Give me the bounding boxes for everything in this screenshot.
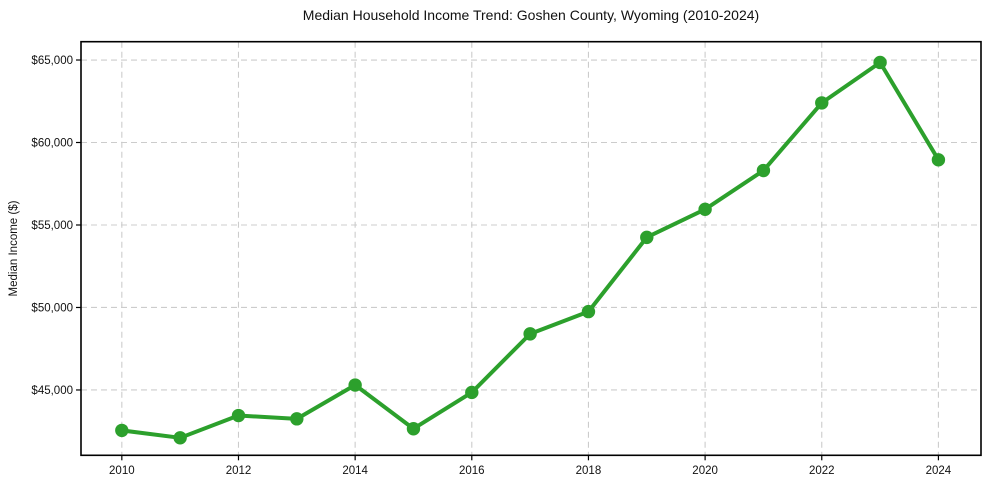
trend-line xyxy=(119,60,941,440)
plot-area: 2010 2012 2014 2016 2018 2020 2022 2024 $45,000 $… xyxy=(31,40,982,477)
x-tick-label-2016: 2016 xyxy=(459,465,485,477)
y-tick-label-60000: $60,000 xyxy=(31,138,73,150)
data-point-2014 xyxy=(348,378,362,392)
plot-border xyxy=(80,40,982,457)
data-point-2020 xyxy=(698,202,712,217)
data-point-2017 xyxy=(523,327,537,341)
data-point-2015 xyxy=(406,422,421,436)
y-tick-label-55000: $55,000 xyxy=(31,220,73,232)
y-tick-label-50000: $50,000 xyxy=(31,302,73,314)
data-point-2013 xyxy=(290,412,304,426)
data-point-2023 xyxy=(873,55,887,70)
data-point-2011 xyxy=(173,431,187,445)
data-point-2021 xyxy=(756,163,771,178)
x-tick-label-2014: 2014 xyxy=(342,465,368,477)
data-point-2022 xyxy=(815,96,829,110)
x-tick-label-2020: 2020 xyxy=(692,465,718,477)
data-point-2019 xyxy=(640,230,654,245)
chart-title: Median Household Income Trend: Goshen Co… xyxy=(303,7,759,23)
data-point-2012 xyxy=(231,408,246,423)
data-point-2018 xyxy=(581,304,596,319)
y-axis-label: Median Income ($) xyxy=(8,200,20,296)
x-tick-label-2024: 2024 xyxy=(926,465,952,477)
x-tick-label-2022: 2022 xyxy=(809,465,835,477)
data-point-2010 xyxy=(115,423,129,438)
x-tick-label-2010: 2010 xyxy=(109,465,135,477)
y-tick-label-65000: $65,000 xyxy=(31,55,73,67)
x-tick-label-2018: 2018 xyxy=(576,465,602,477)
data-point-2024 xyxy=(931,153,946,167)
x-tick-label-2012: 2012 xyxy=(226,465,252,477)
y-tick-label-45000: $45,000 xyxy=(31,385,73,397)
data-point-2016 xyxy=(465,385,479,400)
